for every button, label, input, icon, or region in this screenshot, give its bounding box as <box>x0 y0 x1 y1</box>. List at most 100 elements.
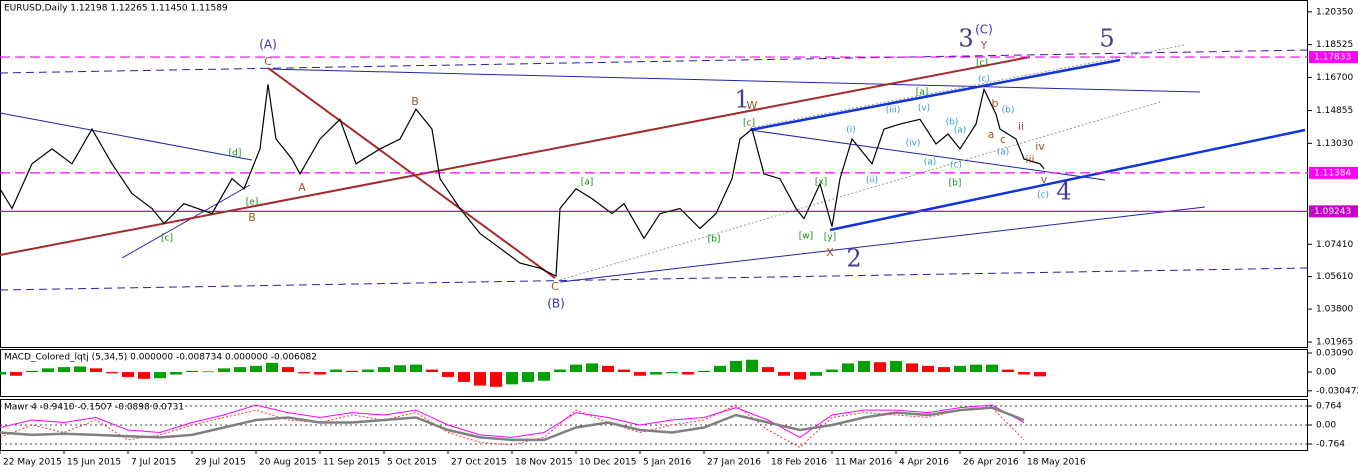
wave-label: [b] <box>949 179 962 189</box>
level-label: 1.09243 <box>1314 207 1351 217</box>
trend-line <box>749 58 1121 132</box>
wave-label: [e] <box>246 198 259 208</box>
histogram-bar <box>618 369 630 373</box>
x-tick-label: 11 Mar 2016 <box>835 458 892 468</box>
wave-label: 1 <box>734 86 749 114</box>
indicator-line <box>0 406 1025 442</box>
wave-label: (a) <box>924 158 937 168</box>
wave-label: W <box>747 99 758 112</box>
wave-label: 4 <box>1056 178 1071 206</box>
histogram-bar <box>394 365 406 373</box>
wave-label: (B) <box>547 297 565 311</box>
indicator-line <box>0 404 1025 438</box>
histogram-bar <box>474 372 486 386</box>
wave-label: (a) <box>954 126 967 136</box>
y-tick-label: 0.764 <box>1316 401 1342 411</box>
y-tick-label: -0.764 <box>1316 440 1345 450</box>
y-tick-label: 1.20350 <box>1316 7 1353 17</box>
wave-label: (iii) <box>886 106 901 116</box>
histogram-bar <box>922 365 934 373</box>
y-tick-label: 0.03090 <box>1316 349 1353 359</box>
histogram-bar <box>490 372 502 387</box>
panel-title: EURUSD,Daily 1.12198 1.12265 1.11450 1.1… <box>4 4 228 14</box>
histogram-bar <box>58 367 70 373</box>
wave-label: c <box>1000 133 1006 146</box>
y-tick-label: 1.01965 <box>1316 338 1353 348</box>
histogram-bar <box>890 360 902 373</box>
histogram-bar <box>90 368 102 373</box>
x-tick-label: 18 Nov 2015 <box>515 458 573 468</box>
indicator-line <box>0 404 1025 449</box>
wave-label: [w] <box>799 232 813 242</box>
histogram-bar <box>650 372 662 375</box>
histogram-bar <box>538 372 550 381</box>
channel-line <box>0 49 1309 74</box>
trend-line <box>0 56 1031 256</box>
price-line <box>0 84 1045 278</box>
wave-label: (b) <box>946 118 959 128</box>
histogram-bar <box>810 372 822 376</box>
x-tick-label: 27 Jan 2016 <box>707 458 761 468</box>
histogram-bar <box>314 372 326 375</box>
panel-title: MACD_Colored_lqtj (5,34,5) 0.000000 -0.0… <box>4 353 317 363</box>
histogram-bar <box>842 363 854 373</box>
histogram-bar <box>970 364 982 373</box>
histogram-bar <box>874 362 886 373</box>
trend-line <box>829 128 1306 232</box>
wave-label: C <box>551 280 559 293</box>
wave-label: (v) <box>918 104 930 114</box>
histogram-bar <box>10 372 22 376</box>
level-label: 1.17833 <box>1314 53 1351 63</box>
histogram-bar <box>298 372 310 374</box>
histogram-bar <box>666 372 678 374</box>
x-tick-label: 15 Jun 2015 <box>67 458 121 468</box>
wave-label: a <box>988 128 995 141</box>
histogram-bar <box>250 365 262 373</box>
wave-label: b <box>992 97 999 110</box>
price-panel <box>0 0 1308 348</box>
wave-label: [a] <box>916 88 929 98</box>
histogram-bar <box>26 370 38 373</box>
wave-label: (c) <box>1037 191 1049 201</box>
histogram-bar <box>1002 369 1014 373</box>
histogram-bar <box>698 370 710 373</box>
trend-line <box>121 184 251 259</box>
y-tick-label: 1.13030 <box>1316 139 1353 149</box>
wave-label: (C) <box>975 23 993 37</box>
trend-line <box>749 129 1106 181</box>
histogram-bar <box>634 372 646 376</box>
wave-label: [d] <box>229 149 242 159</box>
x-tick-label: 10 Dec 2015 <box>579 458 637 468</box>
histogram-bar <box>938 367 950 373</box>
wave-label: [a] <box>581 178 594 188</box>
histogram-bar <box>826 369 838 373</box>
wave-label: (b) <box>1002 106 1015 116</box>
wave-label: iv <box>1035 140 1045 153</box>
x-tick-label: 5 Jan 2016 <box>643 458 691 468</box>
x-tick-label: 4 Apr 2016 <box>899 458 949 468</box>
wave-label: (i) <box>846 126 856 136</box>
wave-label: iii <box>1025 153 1034 166</box>
histogram-bar <box>906 363 918 373</box>
histogram-bar <box>714 365 726 373</box>
x-tick-label: 11 Sep 2015 <box>323 458 380 468</box>
y-tick-label: 1.03800 <box>1316 305 1353 315</box>
wave-label: v <box>1041 173 1048 186</box>
y-tick-label: 1.18525 <box>1316 40 1353 50</box>
histogram-bar <box>362 369 374 373</box>
wave-label: B <box>411 95 419 108</box>
wave-label: C <box>264 55 272 68</box>
histogram-bar <box>1034 372 1046 377</box>
wave-label: [c] <box>976 59 988 69</box>
histogram-bar <box>170 372 182 375</box>
histogram-bar <box>154 372 166 379</box>
wave-label: (A) <box>259 38 277 52</box>
guide-line <box>749 44 1186 129</box>
wave-label: (ii) <box>866 176 878 186</box>
histogram-bar <box>378 367 390 373</box>
histogram-bar <box>218 368 230 373</box>
wave-label: B <box>248 211 256 224</box>
histogram-bar <box>954 365 966 373</box>
